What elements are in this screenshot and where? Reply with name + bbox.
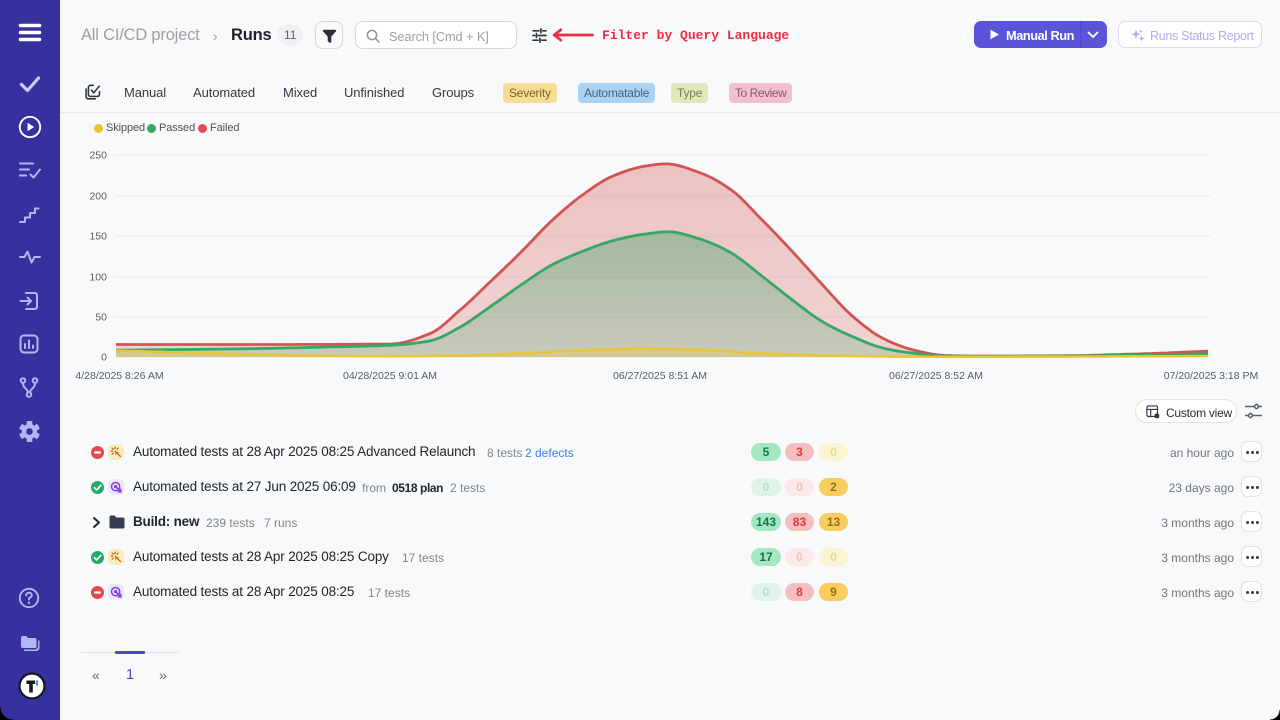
svg-text:150: 150	[89, 231, 107, 243]
svg-text:07/20/2025 3:18 PM: 07/20/2025 3:18 PM	[1164, 370, 1259, 382]
svg-text:06/27/2025 8:51 AM: 06/27/2025 8:51 AM	[613, 370, 707, 382]
svg-text:200: 200	[89, 191, 107, 203]
svg-text:50: 50	[95, 312, 107, 324]
svg-text:100: 100	[89, 272, 107, 284]
svg-text:250: 250	[89, 150, 107, 162]
svg-text:4/28/2025 8:26 AM: 4/28/2025 8:26 AM	[75, 370, 163, 382]
svg-text:04/28/2025 9:01 AM: 04/28/2025 9:01 AM	[343, 370, 437, 382]
svg-text:0: 0	[101, 352, 107, 364]
svg-text:06/27/2025 8:52 AM: 06/27/2025 8:52 AM	[889, 370, 983, 382]
